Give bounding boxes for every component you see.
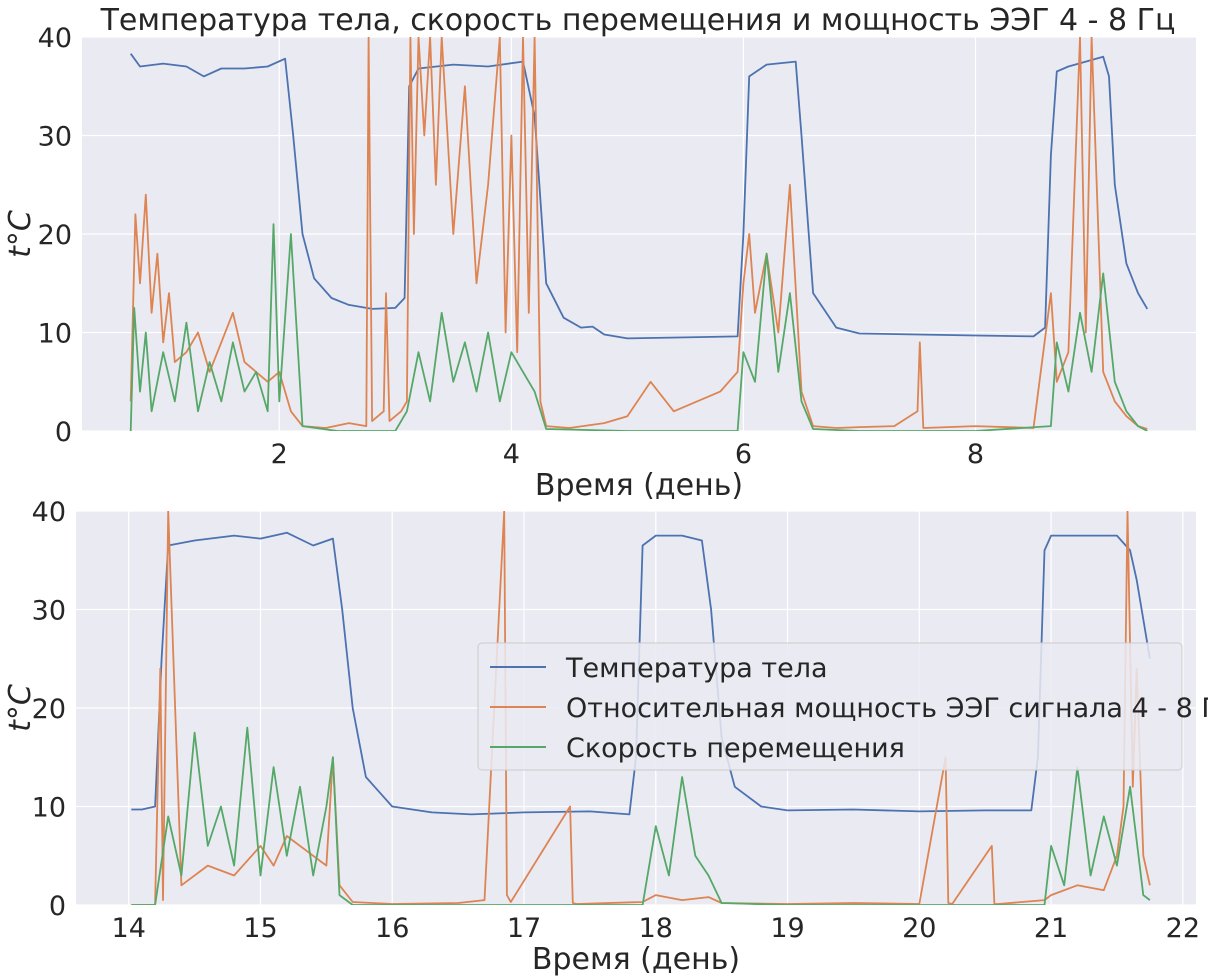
bottom-y-tick-label: 30 [32, 596, 66, 627]
top-panel: 0 10 20 30 40 2 4 6 8 Время (день) t°C [3, 23, 1196, 503]
top-y-tick-label: 0 [55, 417, 72, 448]
bottom-y-axis-label: t°C [3, 684, 38, 732]
legend: Температура тела Относительная мощность Э… [477, 642, 1208, 771]
top-x-axis-label: Время (день) [535, 468, 743, 503]
legend-entry: Относительная мощность ЭЭГ сигнала 4 - 8… [566, 693, 1208, 724]
bottom-x-tick-label: 14 [112, 913, 146, 944]
top-x-tick-label: 8 [967, 439, 984, 470]
bottom-x-axis-label: Время (день) [532, 942, 740, 977]
bottom-x-tick-label: 16 [375, 913, 409, 944]
bottom-x-tick-label: 20 [902, 913, 936, 944]
top-x-tick-label: 6 [735, 439, 752, 470]
bottom-x-tick-label: 18 [639, 913, 673, 944]
top-series-line-eeg [129, 37, 1148, 430]
bottom-x-tick-label: 21 [1034, 913, 1068, 944]
top-x-tick-label: 4 [503, 439, 520, 470]
bottom-y-tick-label: 0 [49, 891, 66, 922]
bottom-series-line-temperature [131, 531, 1151, 816]
bottom-x-tick-label: 17 [507, 913, 541, 944]
top-y-tick-label: 20 [38, 220, 72, 251]
bottom-y-tick-label: 10 [32, 793, 66, 824]
top-y-tick-label: 30 [38, 122, 72, 153]
bottom-x-tick-label: 19 [770, 913, 804, 944]
legend-entry: Температура тела [565, 653, 828, 684]
top-x-tick-label: 2 [271, 439, 288, 470]
chart-title: Температура тела, скорость перемещения и… [100, 3, 1176, 38]
bottom-series-line-eeg [131, 511, 1151, 905]
bottom-y-tick-label: 20 [32, 694, 66, 725]
top-y-tick-label: 40 [38, 23, 72, 54]
bottom-y-tick-label: 40 [32, 497, 66, 528]
bottom-x-tick-label: 22 [1166, 913, 1200, 944]
bottom-x-tick-label: 15 [243, 913, 277, 944]
top-y-axis-label: t°C [3, 210, 38, 258]
top-series-line-speed [129, 223, 1148, 431]
bottom-series-line-speed [131, 726, 1151, 905]
legend-entry: Скорость перемещения [566, 733, 905, 764]
top-series-line-temperature [129, 53, 1149, 340]
top-y-tick-label: 10 [38, 319, 72, 350]
